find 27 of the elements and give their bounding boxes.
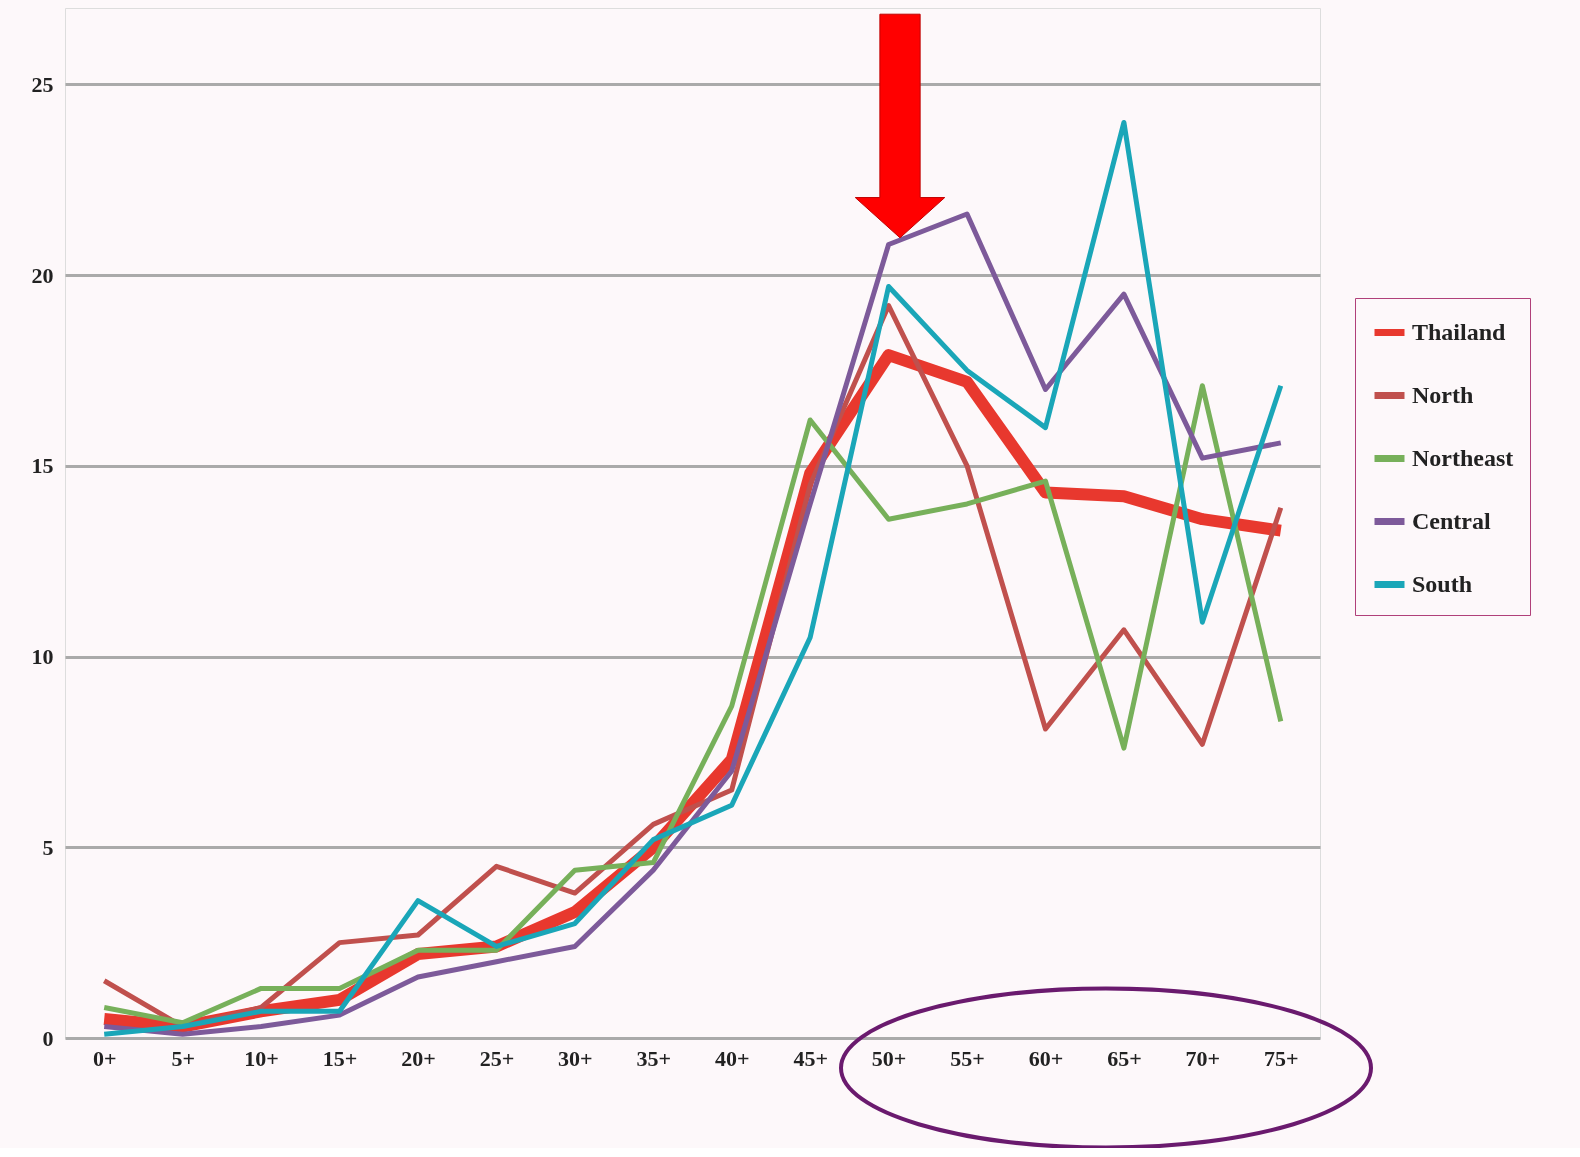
x-tick-label: 20+ (401, 1045, 436, 1071)
legend-label: Central (1412, 507, 1491, 534)
x-tick-label: 0+ (92, 1045, 117, 1071)
legend-label: Northeast (1412, 444, 1514, 471)
x-tick-label: 15+ (322, 1045, 358, 1071)
x-tick-label: 10+ (244, 1045, 279, 1071)
y-tick-label: 0 (42, 1025, 54, 1051)
x-tick-label: 5+ (171, 1045, 195, 1071)
legend-label: South (1412, 570, 1473, 597)
y-tick-label: 5 (42, 834, 54, 860)
y-tick-label: 20 (31, 262, 54, 288)
y-tick-label: 15 (31, 453, 54, 479)
x-tick-label: 35+ (636, 1045, 672, 1071)
x-tick-label: 25+ (479, 1045, 515, 1071)
x-tick-label: 40+ (714, 1045, 750, 1071)
x-tick-label: 45+ (793, 1045, 828, 1071)
x-tick-label: 30+ (558, 1045, 593, 1071)
y-tick-label: 10 (31, 644, 54, 670)
x-tick-label: 55+ (950, 1045, 985, 1071)
legend-label: North (1412, 381, 1474, 408)
x-tick-label: 75+ (1264, 1045, 1299, 1071)
legend-label: Thailand (1412, 318, 1507, 345)
x-tick-label: 60+ (1028, 1045, 1064, 1071)
x-tick-label: 65+ (1107, 1045, 1142, 1071)
y-tick-label: 25 (31, 71, 54, 97)
x-tick-label: 70+ (1185, 1045, 1221, 1071)
x-tick-label: 50+ (871, 1045, 907, 1071)
